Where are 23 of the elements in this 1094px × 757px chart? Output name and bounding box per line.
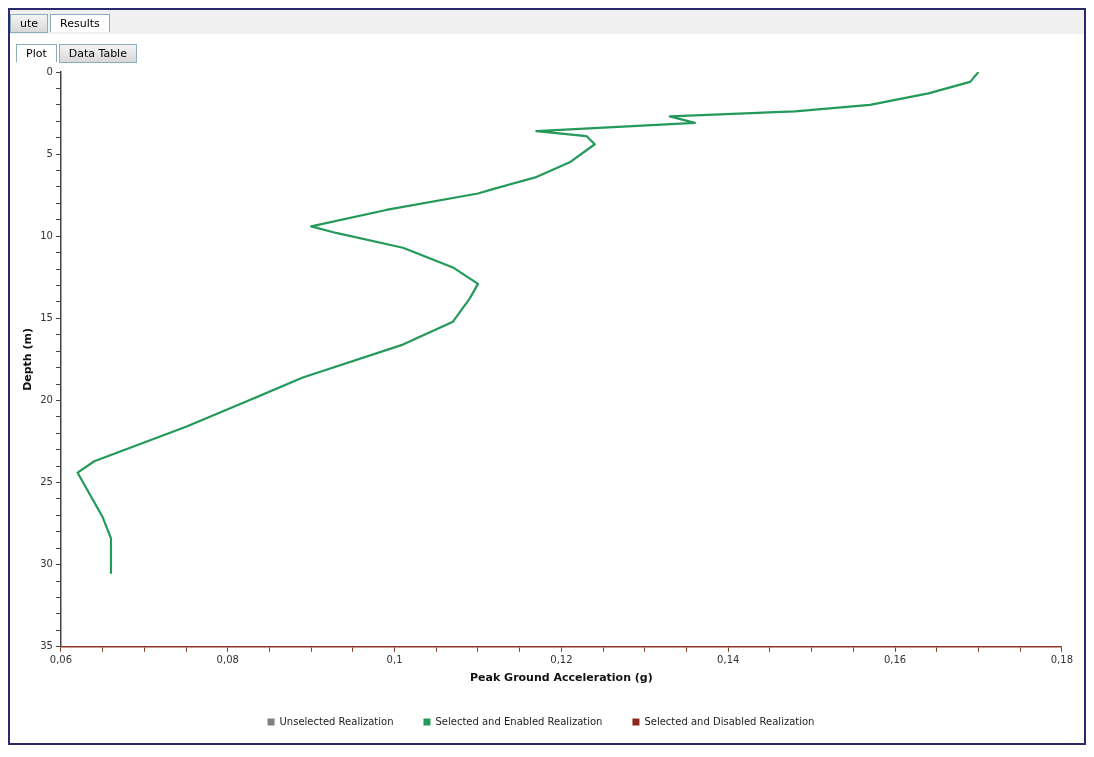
x-axis-title: Peak Ground Acceleration (g) — [470, 671, 653, 685]
legend-label: Unselected Realization — [279, 715, 394, 727]
y-tick-label: 10 — [40, 229, 53, 241]
y-tick-label: 5 — [46, 147, 53, 159]
y-tick-label: 0 — [46, 65, 53, 77]
x-tick-label: 0,14 — [717, 654, 740, 666]
text: Data Table — [58, 44, 137, 63]
y-tick-label: 35 — [40, 640, 53, 652]
legend-label: Selected and Enabled Realization — [435, 715, 603, 727]
x-tick-label: 0,1 — [386, 654, 403, 666]
y-tick-label: 15 — [40, 311, 53, 323]
text: Plot — [16, 44, 57, 62]
x-tick-label: 0,18 — [1050, 654, 1073, 666]
y-tick-label: 25 — [40, 476, 53, 488]
x-tick-label: 0,16 — [883, 654, 907, 666]
x-tick-label: 0,06 — [49, 654, 73, 666]
x-tick-label: 0,12 — [550, 654, 573, 666]
y-axis-title: Depth (m) — [21, 327, 35, 391]
legend-label: Selected and Disabled Realization — [644, 715, 815, 727]
text: ute — [10, 14, 49, 33]
x-tick-label: 0,08 — [216, 654, 239, 666]
y-tick-label: 20 — [40, 394, 53, 406]
y-tick-label: 30 — [40, 558, 53, 570]
